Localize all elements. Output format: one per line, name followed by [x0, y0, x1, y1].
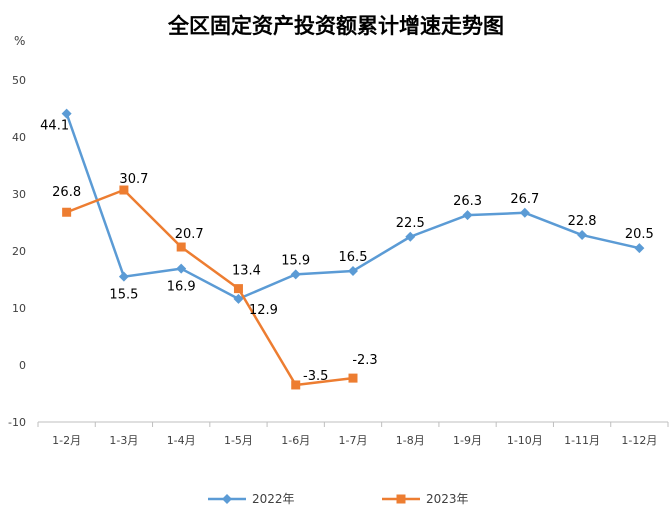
data-point-marker [62, 207, 72, 217]
series-line-2 [66, 188, 354, 387]
x-tick-label: 1-9月 [453, 434, 482, 447]
data-label: 15.9 [281, 253, 310, 268]
data-label: 44.1 [40, 119, 69, 134]
x-tick-label: 1-10月 [507, 434, 543, 447]
legend-label: 2022年 [252, 492, 295, 506]
legend-marker [222, 494, 232, 504]
x-tick-label: 1-4月 [167, 434, 196, 447]
data-point-marker [176, 263, 187, 274]
data-label: 26.8 [52, 185, 81, 200]
data-label: 16.9 [167, 280, 196, 295]
data-point-marker [405, 231, 416, 242]
data-point-marker [519, 207, 530, 218]
data-point-marker [233, 284, 243, 294]
data-label: 16.5 [339, 250, 368, 265]
data-point-marker [61, 108, 72, 119]
x-tick-label: 1-11月 [564, 434, 600, 447]
data-label: 13.4 [232, 264, 261, 279]
y-tick-label: -10 [8, 416, 26, 429]
x-tick-label: 1-8月 [396, 434, 425, 447]
x-tick-label: 1-7月 [339, 434, 368, 447]
y-tick-label: 50 [12, 74, 26, 87]
data-label: 30.7 [119, 172, 148, 187]
y-tick-label: 20 [12, 245, 26, 258]
data-label: 12.9 [249, 303, 278, 318]
data-label: 15.5 [109, 288, 138, 303]
data-point-marker [233, 293, 244, 304]
y-tick-label: 0 [19, 359, 26, 372]
data-point-marker [118, 271, 129, 282]
data-point-marker [119, 185, 129, 195]
data-point-marker [634, 243, 645, 254]
data-point-marker [176, 242, 186, 252]
data-label: 22.5 [396, 216, 425, 231]
data-label: 26.7 [510, 192, 539, 207]
data-label: 26.3 [453, 194, 482, 209]
x-tick-label: 1-12月 [621, 434, 657, 447]
x-tick-label: 1-5月 [224, 434, 253, 447]
y-tick-label: 30 [12, 188, 26, 201]
data-point-marker [291, 380, 301, 390]
data-point-marker [577, 230, 588, 241]
data-label: 20.7 [175, 227, 204, 242]
data-label: -3.5 [303, 369, 328, 384]
y-tick-label: 40 [12, 131, 26, 144]
data-point-marker [462, 210, 473, 221]
data-label: 20.5 [625, 227, 654, 242]
x-tick-label: 1-3月 [109, 434, 138, 447]
data-label: 22.8 [568, 214, 597, 229]
legend-marker [396, 494, 406, 504]
data-point-marker [348, 265, 358, 276]
legend-label: 2023年 [426, 492, 469, 506]
x-tick-label: 1-6月 [281, 434, 310, 447]
y-tick-label: 10 [12, 302, 26, 315]
chart-title: 全区固定资产投资额累计增速走势图 [168, 13, 504, 38]
y-axis-unit: % [14, 34, 26, 48]
data-point-marker [290, 269, 301, 280]
data-point-marker [348, 373, 358, 383]
x-tick-label: 1-2月 [52, 434, 81, 447]
data-label: -2.3 [352, 353, 377, 368]
